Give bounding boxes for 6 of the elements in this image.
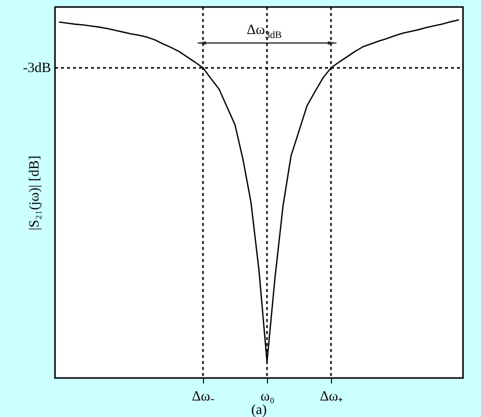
- ref-line-label: -3dB: [23, 60, 51, 76]
- text: (a): [251, 403, 268, 417]
- x-tick-label: Δω₋: [192, 390, 216, 404]
- x-tick-label: ω₀: [260, 390, 275, 404]
- x-tick-label: Δω₊: [320, 390, 344, 404]
- y-axis-title: |S₂₁(jω)| [dB]: [28, 156, 42, 230]
